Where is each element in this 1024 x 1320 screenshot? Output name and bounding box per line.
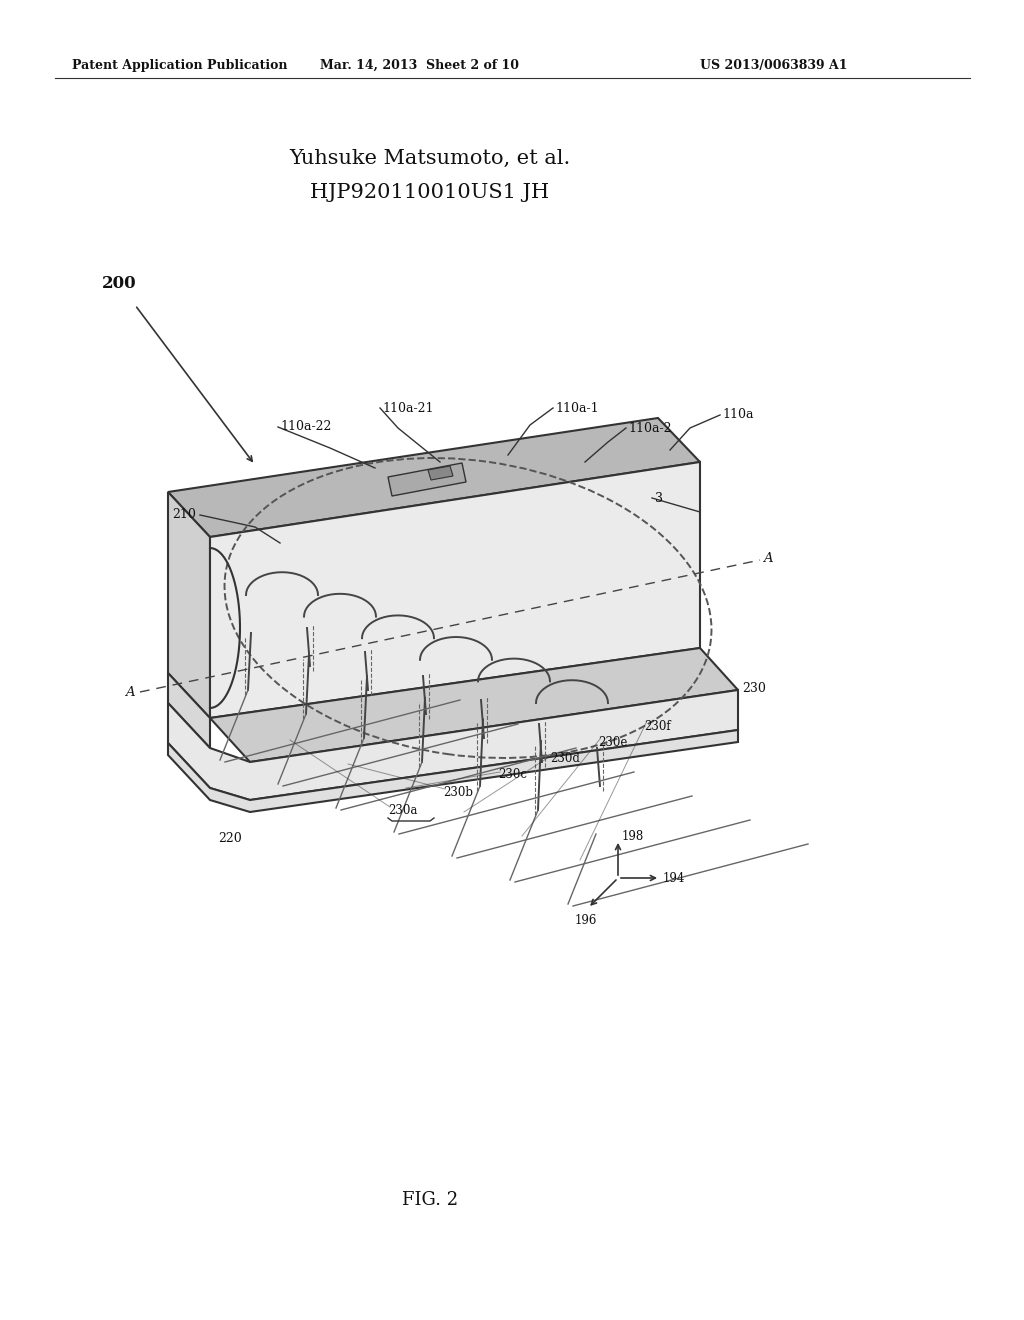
Text: Patent Application Publication: Patent Application Publication — [72, 58, 288, 71]
Text: A: A — [763, 552, 773, 565]
Text: 194: 194 — [663, 871, 685, 884]
Text: 230: 230 — [742, 681, 766, 694]
Text: US 2013/0063839 A1: US 2013/0063839 A1 — [700, 58, 848, 71]
Polygon shape — [210, 648, 738, 762]
Text: 200: 200 — [102, 275, 136, 292]
Text: 230e: 230e — [598, 735, 628, 748]
Polygon shape — [168, 492, 210, 718]
Polygon shape — [210, 462, 700, 718]
Polygon shape — [168, 673, 210, 748]
Text: 210: 210 — [172, 508, 196, 521]
Text: A: A — [125, 685, 135, 698]
Text: 110a-1: 110a-1 — [555, 401, 599, 414]
Text: 110a-2: 110a-2 — [628, 421, 672, 434]
Text: 198: 198 — [622, 829, 644, 842]
Text: 230c: 230c — [498, 768, 527, 781]
Polygon shape — [168, 418, 700, 537]
Text: 3: 3 — [655, 491, 663, 504]
Text: 110a-21: 110a-21 — [382, 401, 433, 414]
Text: HJP920110010US1 JH: HJP920110010US1 JH — [310, 183, 550, 202]
Polygon shape — [388, 463, 466, 496]
Text: 110a: 110a — [722, 408, 754, 421]
Polygon shape — [168, 690, 738, 800]
Polygon shape — [428, 466, 453, 480]
Text: 230a: 230a — [388, 804, 418, 817]
Text: 230f: 230f — [644, 719, 671, 733]
Text: Mar. 14, 2013  Sheet 2 of 10: Mar. 14, 2013 Sheet 2 of 10 — [321, 58, 519, 71]
Text: 196: 196 — [574, 913, 597, 927]
Text: 230b: 230b — [443, 785, 473, 799]
Text: 230d: 230d — [550, 751, 580, 764]
Text: 110a-22: 110a-22 — [280, 421, 332, 433]
Text: FIG. 2: FIG. 2 — [402, 1191, 458, 1209]
Polygon shape — [168, 730, 738, 812]
Text: 220: 220 — [218, 832, 242, 845]
Text: Yuhsuke Matsumoto, et al.: Yuhsuke Matsumoto, et al. — [290, 149, 570, 168]
